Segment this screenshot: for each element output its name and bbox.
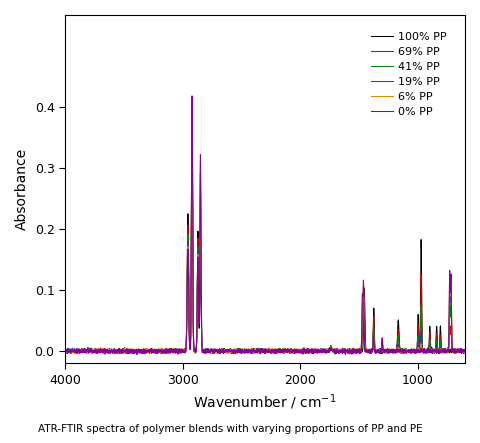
41% PP <box>424 347 430 353</box>
6% PP <box>424 349 430 354</box>
Line: 69% PP: 69% PP <box>65 121 465 354</box>
6% PP <box>62 350 68 355</box>
41% PP <box>62 350 68 355</box>
6% PP <box>244 350 250 355</box>
41% PP <box>189 109 195 114</box>
100% PP <box>236 348 242 353</box>
100% PP <box>244 349 250 354</box>
41% PP <box>230 348 236 354</box>
69% PP <box>230 349 236 354</box>
100% PP <box>230 347 236 353</box>
19% PP <box>240 348 246 353</box>
19% PP <box>244 348 250 354</box>
41% PP <box>300 351 306 357</box>
19% PP <box>189 99 195 105</box>
69% PP <box>462 350 468 355</box>
Y-axis label: Absorbance: Absorbance <box>15 148 29 230</box>
Legend: 100% PP, 69% PP, 41% PP, 19% PP, 6% PP, 0% PP: 100% PP, 69% PP, 41% PP, 19% PP, 6% PP, … <box>366 27 452 121</box>
19% PP <box>236 348 242 354</box>
Line: 19% PP: 19% PP <box>65 102 465 354</box>
0% PP <box>134 352 140 358</box>
41% PP <box>340 349 346 354</box>
69% PP <box>236 349 242 354</box>
100% PP <box>340 350 346 355</box>
Line: 6% PP: 6% PP <box>65 97 465 354</box>
19% PP <box>424 347 430 353</box>
69% PP <box>424 348 430 354</box>
0% PP <box>230 348 236 353</box>
19% PP <box>340 347 346 352</box>
100% PP <box>240 349 246 354</box>
X-axis label: Wavenumber / cm$^{-1}$: Wavenumber / cm$^{-1}$ <box>193 392 336 412</box>
100% PP <box>189 131 195 136</box>
100% PP <box>300 351 305 357</box>
19% PP <box>230 349 236 354</box>
19% PP <box>102 352 108 357</box>
0% PP <box>240 350 246 355</box>
69% PP <box>240 348 246 353</box>
100% PP <box>62 347 68 352</box>
Line: 0% PP: 0% PP <box>65 96 465 355</box>
0% PP <box>340 348 346 353</box>
19% PP <box>62 350 68 355</box>
6% PP <box>230 350 236 355</box>
0% PP <box>244 347 250 352</box>
6% PP <box>340 348 346 354</box>
Text: ATR-FTIR spectra of polymer blends with varying proportions of PP and PE: ATR-FTIR spectra of polymer blends with … <box>38 424 423 434</box>
69% PP <box>244 348 250 354</box>
100% PP <box>424 346 430 352</box>
6% PP <box>234 351 240 357</box>
0% PP <box>62 349 68 354</box>
0% PP <box>424 349 430 354</box>
0% PP <box>236 348 242 353</box>
Line: 100% PP: 100% PP <box>65 133 465 354</box>
69% PP <box>189 119 195 124</box>
41% PP <box>236 349 242 354</box>
100% PP <box>462 350 468 355</box>
6% PP <box>240 346 246 352</box>
0% PP <box>462 349 468 354</box>
41% PP <box>462 349 468 354</box>
41% PP <box>244 350 250 355</box>
6% PP <box>189 94 195 99</box>
19% PP <box>462 350 468 355</box>
69% PP <box>124 351 130 357</box>
0% PP <box>189 93 195 98</box>
6% PP <box>236 350 242 355</box>
41% PP <box>240 346 246 352</box>
69% PP <box>62 350 68 355</box>
69% PP <box>340 348 346 354</box>
6% PP <box>462 349 468 354</box>
Line: 41% PP: 41% PP <box>65 111 465 354</box>
